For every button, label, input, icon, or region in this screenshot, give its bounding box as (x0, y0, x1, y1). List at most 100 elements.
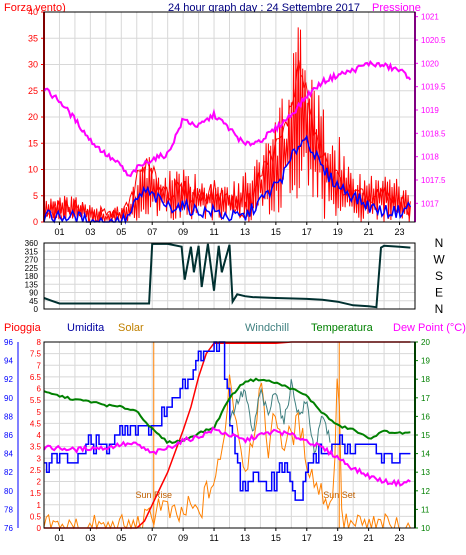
x-tick-label: 21 (364, 227, 374, 237)
temp-tick-label: 15 (421, 431, 430, 440)
x-tick-label: 05 (116, 533, 126, 543)
temp-tick-label: 12 (421, 487, 430, 496)
x-tick-label: 15 (271, 533, 281, 543)
bottom-legend: Pioggia Umidita Solar Windchill Temperat… (4, 322, 466, 334)
rain-tick-label: 3.5 (30, 443, 42, 452)
direction-tick-label: 0 (34, 305, 39, 314)
humidity-tick-label: 96 (4, 338, 13, 347)
x-tick-label: 19 (333, 227, 343, 237)
pressure-tick-label: 1019.5 (421, 83, 446, 92)
temp-tick-label: 11 (421, 505, 430, 514)
panel3-frame (43, 341, 416, 529)
direction-tick-label: 90 (29, 289, 38, 298)
direction-tick-label: 270 (25, 256, 39, 265)
pressure-tick-label: 1019 (421, 106, 439, 115)
x-tick-label: 07 (147, 227, 157, 237)
wind-tick-label: 40 (28, 7, 38, 17)
sun-marker-label: Sun Set (323, 490, 356, 500)
x-tick-label: 11 (209, 533, 218, 543)
humidity-tick-label: 92 (4, 375, 13, 384)
wind-tick-label: 35 (28, 33, 38, 43)
compass-label: E (435, 286, 443, 300)
rain-tick-label: 2 (37, 478, 42, 487)
x-tick-label: 11 (209, 227, 218, 237)
wind-tick-label: 10 (28, 165, 38, 175)
legend-solar: Solar (118, 322, 144, 334)
wind-axis-title: Forza vento) (4, 2, 66, 14)
x-tick-label: 17 (302, 533, 312, 543)
humidity-tick-label: 78 (4, 505, 13, 514)
rain-tick-label: 4.5 (30, 419, 42, 428)
pressure-tick-label: 1017 (421, 199, 439, 208)
rain-tick-label: 6.5 (30, 373, 42, 382)
direction-tick-label: 135 (25, 280, 39, 289)
panel1-frame (43, 11, 416, 223)
series-pressure (43, 59, 412, 178)
wind-tick-label: 0 (33, 217, 38, 227)
compass-label: S (435, 269, 443, 283)
wind-pressure-panel: 051015202530354010171017.510181018.51019… (28, 7, 446, 237)
x-tick-label: 23 (395, 533, 405, 543)
series-wind-speed (43, 60, 411, 223)
humidity-tick-label: 84 (4, 450, 13, 459)
rain-tick-label: 8 (37, 338, 42, 347)
humidity-tick-label: 90 (4, 394, 13, 403)
x-tick-label: 01 (54, 227, 64, 237)
x-tick-label: 13 (240, 227, 250, 237)
temp-tick-label: 20 (421, 338, 430, 347)
rain-tick-label: 1 (37, 501, 42, 510)
wind-tick-label: 30 (28, 60, 38, 70)
direction-tick-label: 315 (25, 247, 39, 256)
rain-tick-label: 6 (37, 385, 42, 394)
legend-windchill: Windchill (245, 322, 289, 334)
x-tick-label: 05 (116, 227, 126, 237)
compass-label: W (433, 253, 445, 267)
x-tick-label: 21 (364, 533, 374, 543)
rain-tick-label: 0.5 (30, 512, 42, 521)
temp-tick-label: 19 (421, 357, 430, 366)
x-tick-label: 19 (333, 533, 343, 543)
x-tick-label: 23 (395, 227, 405, 237)
temp-tick-label: 10 (421, 524, 430, 533)
compass-label: N (435, 236, 444, 250)
pressure-axis-title: Pressione (372, 2, 421, 14)
temperature-humidity-panel: 0 0.5 1 1.5 2 2.5 3 3.5 4 4.5 5 5.5 6 6.5 7 7.5 8 76 78 80 8… (4, 338, 430, 543)
series-gust (43, 27, 411, 222)
direction-tick-label: 225 (25, 264, 39, 273)
humidity-tick-label: 82 (4, 468, 13, 477)
rain-tick-label: 3 (37, 454, 42, 463)
pressure-tick-label: 1017.5 (421, 176, 446, 185)
pressure-tick-label: 1020 (421, 59, 439, 68)
panel2-frame (43, 242, 416, 310)
legend-dewpoint: Dew Point (°C) (393, 322, 466, 334)
series-wind-direction (43, 242, 411, 309)
rain-tick-label: 5 (37, 408, 42, 417)
temp-tick-label: 17 (421, 394, 430, 403)
wind-tick-label: 5 (33, 191, 38, 201)
wind-tick-label: 25 (28, 86, 38, 96)
legend-umidita: Umidita (67, 322, 105, 334)
humidity-tick-label: 94 (4, 357, 13, 366)
wind-tick-label: 20 (28, 112, 38, 122)
rain-tick-label: 5.5 (30, 396, 42, 405)
humidity-tick-label: 86 (4, 431, 13, 440)
x-tick-label: 17 (302, 227, 312, 237)
temp-tick-label: 14 (421, 450, 430, 459)
series-humidity (44, 341, 411, 501)
rain-tick-label: 2.5 (30, 466, 42, 475)
x-tick-label: 15 (271, 227, 281, 237)
humidity-tick-label: 76 (4, 524, 13, 533)
pressure-tick-label: 1020.5 (421, 36, 446, 45)
compass-label: N (435, 302, 444, 316)
direction-tick-label: 180 (25, 272, 39, 281)
direction-tick-label: 360 (25, 239, 39, 248)
wind-tick-label: 15 (28, 138, 38, 148)
humidity-tick-label: 88 (4, 412, 13, 421)
temp-tick-label: 13 (421, 468, 430, 477)
rain-tick-label: 7.5 (30, 350, 42, 359)
rain-tick-label: 4 (37, 431, 42, 440)
humidity-tick-label: 80 (4, 487, 13, 496)
x-tick-label: 09 (178, 533, 188, 543)
series-dewpoint (43, 426, 411, 488)
